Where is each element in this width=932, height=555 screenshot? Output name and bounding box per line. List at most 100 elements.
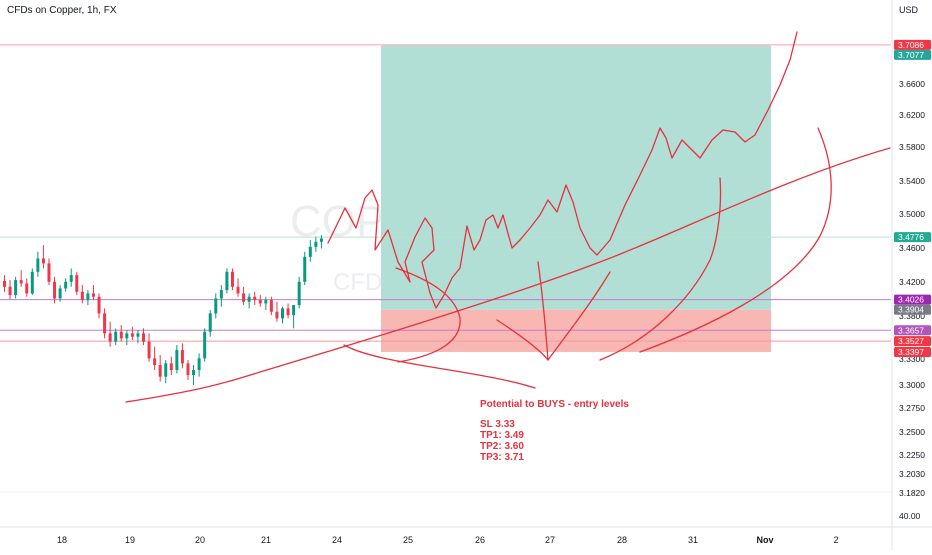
price-tick-label: 3.2250 bbox=[899, 450, 925, 460]
candle bbox=[80, 285, 84, 304]
symbol-title[interactable]: CFDs on Copper, 1h, FX bbox=[7, 5, 117, 16]
candle bbox=[119, 325, 123, 342]
candle-body bbox=[297, 281, 301, 306]
price-tick-label: 3.5800 bbox=[899, 142, 925, 152]
price-tag-text: 3.3397 bbox=[898, 347, 924, 357]
candle-body bbox=[225, 271, 229, 291]
curve-rise-2 bbox=[599, 177, 722, 361]
candle bbox=[75, 271, 79, 296]
price-tick-label: 3.1820 bbox=[899, 488, 925, 498]
price-tick-label: 3.2030 bbox=[899, 469, 925, 479]
candle-body bbox=[269, 300, 273, 312]
price-tag: 3.3657 bbox=[894, 325, 931, 336]
price-tag-text: 3.3904 bbox=[898, 305, 924, 315]
candle-body bbox=[281, 308, 284, 319]
candle-body bbox=[3, 280, 6, 287]
candle-body bbox=[197, 358, 201, 371]
curve-loop-left bbox=[395, 267, 461, 363]
candle bbox=[36, 251, 40, 277]
candle-body bbox=[314, 241, 318, 247]
candle-body bbox=[214, 298, 218, 314]
candle bbox=[297, 276, 301, 309]
price-tick-label: 3.5400 bbox=[899, 176, 925, 186]
candle-body bbox=[136, 333, 140, 337]
candle-body bbox=[230, 271, 234, 287]
candle bbox=[269, 296, 273, 316]
price-tag-bg bbox=[894, 325, 931, 336]
candle-body bbox=[186, 363, 190, 376]
candle bbox=[114, 328, 118, 346]
candle bbox=[69, 268, 73, 287]
candle bbox=[247, 293, 251, 309]
note-heading: Potential to BUYS - entry levels bbox=[480, 399, 629, 410]
candle-body bbox=[119, 331, 123, 339]
candle-body bbox=[25, 283, 29, 294]
candle-body bbox=[125, 333, 129, 339]
price-tag-bg bbox=[894, 346, 931, 357]
price-tag: 3.3904 bbox=[894, 304, 931, 315]
price-tag-bg bbox=[894, 336, 931, 347]
candle bbox=[169, 356, 173, 376]
candle-body bbox=[53, 281, 57, 299]
candle bbox=[197, 353, 201, 377]
candle bbox=[275, 301, 279, 322]
time-tick-label: 19 bbox=[125, 535, 135, 545]
price-tick-label: 3.2500 bbox=[899, 427, 925, 437]
candle-body bbox=[142, 333, 145, 342]
candle bbox=[303, 251, 307, 286]
horizontal-levels[interactable] bbox=[0, 44, 891, 342]
position-zones[interactable] bbox=[381, 45, 771, 352]
candle-body bbox=[303, 256, 307, 282]
currency-label: USD bbox=[899, 5, 919, 15]
note-line-sl: SL 3.33 bbox=[480, 419, 515, 430]
candle-body bbox=[208, 313, 212, 332]
candle-body bbox=[30, 271, 34, 294]
price-axis[interactable]: 3.70003.66003.62003.58003.54003.50003.46… bbox=[894, 39, 931, 521]
price-tick-label: 3.3300 bbox=[899, 354, 925, 364]
candle-body bbox=[203, 331, 207, 359]
candle bbox=[225, 268, 229, 294]
trade-note[interactable]: Potential to BUYS - entry levels SL 3.33… bbox=[480, 399, 629, 463]
candle bbox=[208, 310, 212, 337]
candle bbox=[314, 236, 318, 252]
price-tag-text: 3.3527 bbox=[898, 336, 924, 346]
price-tag: 3.7086 bbox=[894, 39, 931, 50]
candle bbox=[319, 235, 323, 249]
candle-body bbox=[242, 293, 246, 302]
time-tick-label: 27 bbox=[545, 535, 555, 545]
candle bbox=[25, 278, 29, 297]
candle-body bbox=[19, 280, 23, 284]
time-tick-label: 31 bbox=[688, 535, 698, 545]
candle bbox=[14, 276, 18, 299]
price-tag: 3.3397 bbox=[894, 346, 931, 357]
candle bbox=[308, 240, 312, 262]
candle bbox=[30, 268, 34, 296]
candle bbox=[142, 328, 145, 346]
candle bbox=[264, 296, 268, 311]
candle-body bbox=[286, 308, 290, 316]
candle-body bbox=[192, 370, 196, 376]
curve-rise-1 bbox=[547, 271, 611, 361]
drawing-layer[interactable] bbox=[125, 31, 891, 403]
candle-body bbox=[247, 296, 251, 302]
candle-body bbox=[292, 305, 296, 316]
candle-body bbox=[69, 275, 73, 282]
candle bbox=[108, 321, 112, 347]
candle bbox=[86, 290, 90, 306]
candle-body bbox=[97, 296, 101, 314]
time-axis[interactable]: 18 19 20 21 24 25 26 27 28 31 Nov 2 bbox=[57, 535, 839, 545]
price-tick-label: 3.6600 bbox=[899, 79, 925, 89]
note-line-tp1: TP1: 3.49 bbox=[480, 430, 524, 441]
candle bbox=[186, 360, 190, 381]
candle-body bbox=[41, 258, 45, 264]
trendline-main bbox=[125, 147, 891, 403]
candle bbox=[180, 343, 184, 369]
candle bbox=[53, 276, 57, 304]
curve-support-arc bbox=[343, 344, 536, 389]
candle bbox=[3, 275, 6, 292]
candle bbox=[236, 278, 240, 297]
candle-body bbox=[14, 280, 18, 296]
